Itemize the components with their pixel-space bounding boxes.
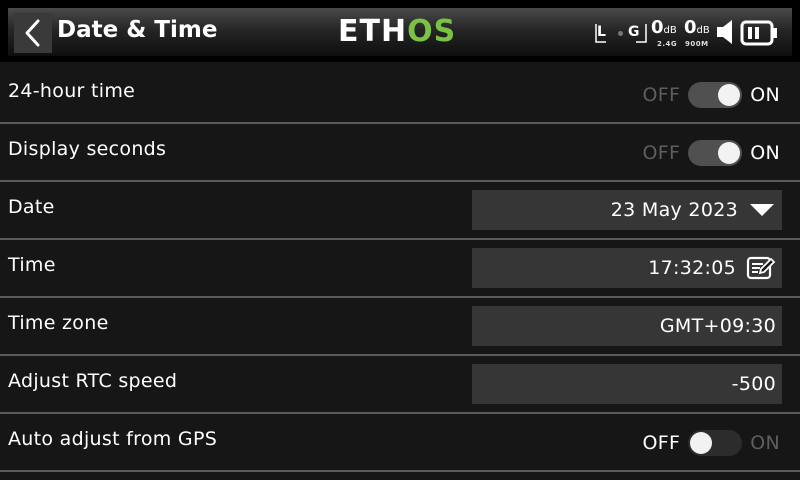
back-button[interactable] — [14, 13, 52, 53]
toggle-24-hour-time[interactable]: OFF ON — [643, 80, 781, 110]
time-value: 17:32:05 — [648, 257, 736, 279]
date-dropdown[interactable]: 23 May 2023 — [472, 190, 782, 230]
toggle-off-label: OFF — [642, 432, 681, 454]
title-bar: Date & Time ETHOS L G 0dB 2.4G 0dB 900M — [0, 0, 800, 62]
time-zone-field[interactable]: GMT+09:30 — [472, 306, 782, 346]
dropdown-arrow-icon — [748, 202, 776, 218]
ethos-logo: ETHOS — [338, 14, 456, 50]
toggle-off-label: OFF — [642, 142, 681, 164]
edit-icon[interactable] — [746, 255, 776, 281]
toggle-knob — [718, 84, 741, 106]
toggle-switch[interactable] — [688, 430, 743, 456]
date-value: 23 May 2023 — [610, 199, 738, 221]
chevron-left-icon — [25, 19, 40, 47]
setting-label: Time zone — [8, 312, 109, 334]
status-dot — [618, 31, 623, 36]
time-zone-value: GMT+09:30 — [659, 315, 776, 337]
setting-row-24-hour-time: 24-hour time OFF ON — [0, 66, 800, 124]
signal-900-readout: 0dB — [684, 18, 710, 41]
rx-left-indicator: L — [597, 24, 606, 40]
speaker-icon[interactable] — [716, 18, 738, 46]
rtc-speed-field[interactable]: -500 — [472, 364, 782, 404]
setting-label: 24-hour time — [8, 80, 136, 102]
logo-text-eth: ETH — [338, 14, 408, 49]
setting-row-display-seconds: Display seconds OFF ON — [0, 124, 800, 182]
toggle-knob — [690, 432, 713, 454]
signal-24-value: 0 — [651, 17, 664, 38]
logo-text-os: OS — [407, 14, 457, 49]
setting-label: Date — [8, 196, 55, 218]
page-title: Date & Time — [57, 17, 218, 43]
setting-row-date: Date 23 May 2023 — [0, 182, 800, 240]
signal-900-unit: dB — [696, 25, 710, 36]
band-24-label: 2.4G — [657, 40, 678, 48]
toggle-knob — [718, 142, 741, 164]
setting-label: Adjust RTC speed — [8, 370, 178, 392]
setting-row-auto-adjust-gps: Auto adjust from GPS OFF ON — [0, 414, 800, 472]
time-field[interactable]: 17:32:05 — [472, 248, 782, 288]
toggle-on-label: ON — [750, 84, 780, 106]
rtc-speed-value: -500 — [731, 373, 776, 395]
signal-24-unit: dB — [663, 25, 677, 36]
rx-left-bracket-icon — [595, 24, 606, 43]
rx-right-bracket-icon — [636, 24, 647, 43]
toggle-switch[interactable] — [688, 140, 743, 166]
toggle-off-label: OFF — [642, 84, 681, 106]
title-bar-background — [8, 8, 792, 56]
signal-900-value: 0 — [684, 17, 697, 38]
toggle-switch[interactable] — [688, 82, 743, 108]
rx-right-indicator: G — [628, 24, 640, 40]
toggle-auto-adjust-gps[interactable]: OFF ON — [643, 428, 781, 458]
setting-row-adjust-rtc-speed: Adjust RTC speed -500 — [0, 356, 800, 414]
battery-icon — [740, 20, 777, 46]
setting-label: Display seconds — [8, 138, 167, 160]
signal-24-readout: 0dB — [651, 18, 677, 41]
setting-label: Time — [8, 254, 56, 276]
setting-label: Auto adjust from GPS — [8, 428, 218, 450]
toggle-on-label: ON — [750, 142, 780, 164]
band-900-label: 900M — [685, 40, 709, 48]
toggle-display-seconds[interactable]: OFF ON — [643, 138, 781, 168]
toggle-on-label: ON — [750, 432, 780, 454]
setting-row-time: Time 17:32:05 — [0, 240, 800, 298]
setting-row-time-zone: Time zone GMT+09:30 — [0, 298, 800, 356]
